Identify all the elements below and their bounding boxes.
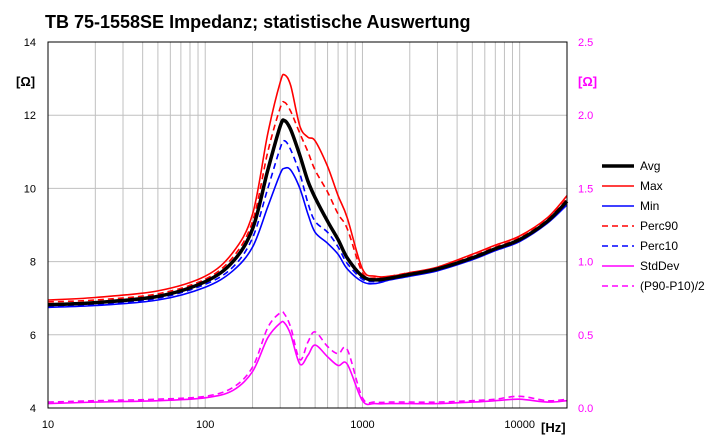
y-tick-label: 4 (30, 403, 36, 415)
series-line-stddev (47, 320, 568, 406)
y-axis-unit: [Ω] (16, 74, 35, 89)
x-tick-label: 10 (42, 419, 54, 431)
legend-label-perc90: Perc90 (640, 219, 678, 233)
legend-label-perc10: Perc10 (640, 239, 678, 253)
y-tick-label: 12 (24, 110, 36, 122)
y2-tick-label: 2.5 (578, 37, 593, 49)
y2-tick-label: 0.5 (578, 330, 593, 342)
y2-axis-ticks: 0.0 0.5 1.0 1.5 2.0 2.5 (578, 37, 593, 415)
y-tick-label: 14 (24, 37, 36, 49)
y-tick-label: 6 (30, 330, 36, 342)
y-tick-label: 8 (30, 257, 36, 269)
x-tick-label: 10000 (504, 419, 535, 431)
legend-label-avg: Avg (640, 159, 660, 173)
series-line-perc90 (47, 100, 568, 303)
grid (48, 42, 567, 408)
series-line-p90-p10-2 (47, 310, 568, 404)
x-axis-unit: [Hz] (541, 420, 566, 435)
series-line-perc10 (47, 139, 568, 308)
legend-label-min: Min (640, 199, 659, 213)
y-axis-ticks: 4 6 8 10 12 14 (24, 37, 36, 415)
x-tick-label: 100 (196, 419, 214, 431)
chart-title: TB 75-1558SE Impedanz; statistische Ausw… (45, 12, 470, 32)
y2-tick-label: 2.0 (578, 110, 593, 122)
series-line-max (47, 73, 568, 301)
y2-tick-label: 1.0 (578, 257, 593, 269)
x-tick-label: 1000 (350, 419, 374, 431)
plot-frame (47, 41, 568, 409)
y2-tick-label: 0.0 (578, 403, 593, 415)
y-tick-label: 10 (24, 183, 36, 195)
legend-label-max: Max (640, 179, 663, 193)
legend-label-stddev: StdDev (640, 259, 679, 273)
x-axis-ticks: 10 100 1000 10000 (42, 419, 535, 431)
legend: Avg Max Min Perc90 Perc10 StdDev (P90-P10)/2 (602, 159, 705, 293)
plot-area (47, 73, 569, 406)
y2-axis-unit: [Ω] (578, 74, 597, 89)
series-line-min (47, 166, 568, 309)
series-line-avg (47, 118, 569, 307)
legend-label-p90-p10-2: (P90-P10)/2 (640, 279, 705, 293)
y2-tick-label: 1.5 (578, 183, 593, 195)
